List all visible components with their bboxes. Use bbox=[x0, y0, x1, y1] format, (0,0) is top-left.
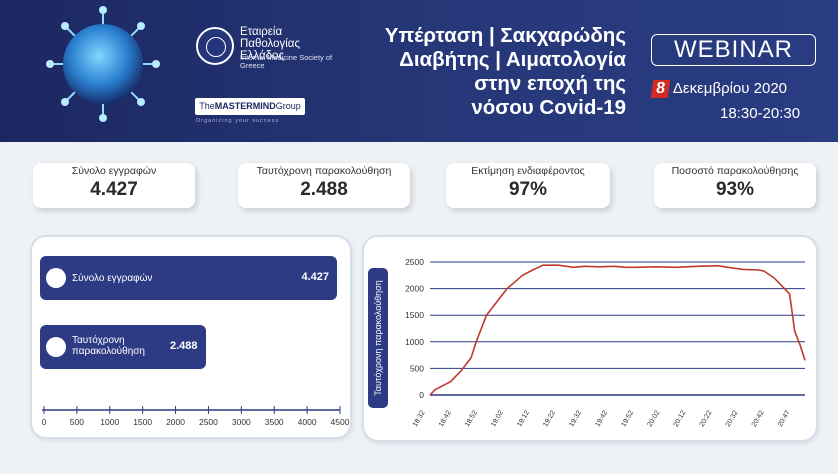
bar-concurrent: Ταυτόχρονη παρακολούθηση 2.488 bbox=[40, 325, 206, 369]
bar-axis-tick-label: 1000 bbox=[100, 417, 120, 427]
line-chart-series bbox=[429, 264, 806, 396]
line-chart-xtick-label: 20:47 bbox=[777, 409, 792, 428]
mastermind-the: The bbox=[199, 101, 215, 111]
line-chart-xtick-label: 20:02 bbox=[647, 409, 662, 428]
line-chart-xtick-label: 20:12 bbox=[673, 409, 688, 428]
bar-axis-tick-label: 2500 bbox=[198, 417, 218, 427]
event-title-line-4: νόσου Covid-19 bbox=[471, 96, 626, 119]
bar-axis-tick-label: 4500 bbox=[330, 417, 350, 427]
line-chart-ylabel-box: Ταυτόχρονη παρακολούθηση bbox=[368, 268, 388, 408]
stat-value: 4.427 bbox=[90, 179, 138, 200]
stat-label: Ποσοστό παρακολούθησης bbox=[671, 165, 799, 177]
line-chart-xtick-label: 19:22 bbox=[542, 409, 557, 428]
stat-card-interest: Εκτίμηση ενδιαφέροντος 97% bbox=[446, 163, 610, 208]
bar-axis-tick-label: 3500 bbox=[264, 417, 284, 427]
bar-value: 4.427 bbox=[301, 271, 329, 283]
mastermind-group: Group bbox=[275, 101, 301, 111]
line-chart-xtick-label: 20:32 bbox=[725, 409, 740, 428]
bar-registrations: Σύνολο εγγραφών 4.427 bbox=[40, 256, 337, 300]
stat-value: 97% bbox=[508, 179, 548, 200]
stat-card-registrations: Σύνολο εγγραφών 4.427 bbox=[33, 163, 195, 208]
virus-icon bbox=[46, 6, 160, 122]
mastermind-name: MASTERMIND bbox=[214, 101, 276, 111]
line-chart-ytick-label: 1500 bbox=[405, 310, 424, 320]
bar-axis-tick-label: 0 bbox=[41, 417, 47, 427]
line-chart-xtick-label: 19:02 bbox=[490, 409, 505, 428]
line-chart-xtick-label: 18:32 bbox=[412, 409, 427, 428]
society-seal-logo bbox=[196, 27, 234, 65]
line-chart-ytick-label: 500 bbox=[410, 363, 424, 373]
bar-label: Ταυτόχρονη παρακολούθηση bbox=[72, 335, 145, 357]
user-icon bbox=[46, 268, 66, 288]
stat-label: Σύνολο εγγραφών bbox=[71, 165, 157, 177]
webinar-badge: WEBINAR bbox=[651, 34, 816, 66]
mastermind-tagline: Organizing your success bbox=[196, 118, 280, 124]
event-title-line-3: στην εποχή της bbox=[474, 72, 626, 95]
stat-card-concurrent: Ταυτόχρονη παρακολούθηση 2.488 bbox=[238, 163, 410, 208]
bar-axis-tick-label: 4000 bbox=[297, 417, 317, 427]
line-chart-ytick-label: 2000 bbox=[405, 284, 424, 294]
line-chart-xtick-label: 19:12 bbox=[516, 409, 531, 428]
stat-label: Εκτίμηση ενδιαφέροντος bbox=[471, 165, 585, 177]
event-date: 8 Δεκεμβρίου 2020 bbox=[650, 80, 788, 98]
line-chart-xtick-label: 18:52 bbox=[464, 409, 479, 428]
event-time: 18:30-20:30 bbox=[720, 105, 801, 122]
society-name-english: Internal Medicine Society of Greece bbox=[240, 53, 333, 70]
stat-card-attendance: Ποσοστό παρακολούθησης 93% bbox=[654, 163, 816, 208]
line-chart-xtick-label: 19:32 bbox=[568, 409, 583, 428]
line-chart-xtick-label: 20:22 bbox=[699, 409, 714, 428]
event-title: Υπέρταση | Σακχαρώδης Διαβήτης | Αιματολ… bbox=[356, 24, 626, 120]
stat-value: 93% bbox=[715, 179, 755, 200]
line-chart-xtick-label: 19:42 bbox=[594, 409, 609, 428]
header-banner: Εταιρεία Παθολογίας Ελλάδος Internal Med… bbox=[0, 0, 838, 142]
bar-axis-tick-label: 1500 bbox=[133, 417, 153, 427]
stat-label: Ταυτόχρονη παρακολούθηση bbox=[256, 165, 392, 177]
bar-label: Σύνολο εγγραφών bbox=[72, 273, 153, 284]
stat-value: 2.488 bbox=[300, 179, 348, 200]
bar-axis-tick-label: 2000 bbox=[166, 417, 185, 427]
audience-icon bbox=[46, 337, 66, 357]
line-chart-xtick-label: 20:42 bbox=[751, 409, 766, 428]
bar-value: 2.488 bbox=[170, 340, 198, 352]
line-chart-xtick-label: 18:42 bbox=[438, 409, 453, 428]
bar-axis-tick-label: 500 bbox=[69, 417, 84, 427]
line-chart-ytick-label: 1000 bbox=[405, 337, 424, 347]
line-chart-xtick-label: 19:52 bbox=[620, 409, 635, 428]
mastermind-logo: TheMASTERMINDGroup bbox=[195, 98, 305, 115]
society-name: Εταιρεία Παθολογίας Ελλάδος bbox=[240, 26, 300, 62]
event-title-line-2: Διαβήτης | Αιματολογία bbox=[399, 48, 626, 71]
line-chart-ytick-label: 0 bbox=[419, 390, 424, 400]
event-title-line-1: Υπέρταση | Σακχαρώδης bbox=[384, 24, 626, 47]
line-chart-ytick-label: 2500 bbox=[405, 257, 424, 267]
event-date-month-year: Δεκεμβρίου 2020 bbox=[672, 80, 788, 97]
bar-axis-tick-label: 3000 bbox=[231, 417, 251, 427]
